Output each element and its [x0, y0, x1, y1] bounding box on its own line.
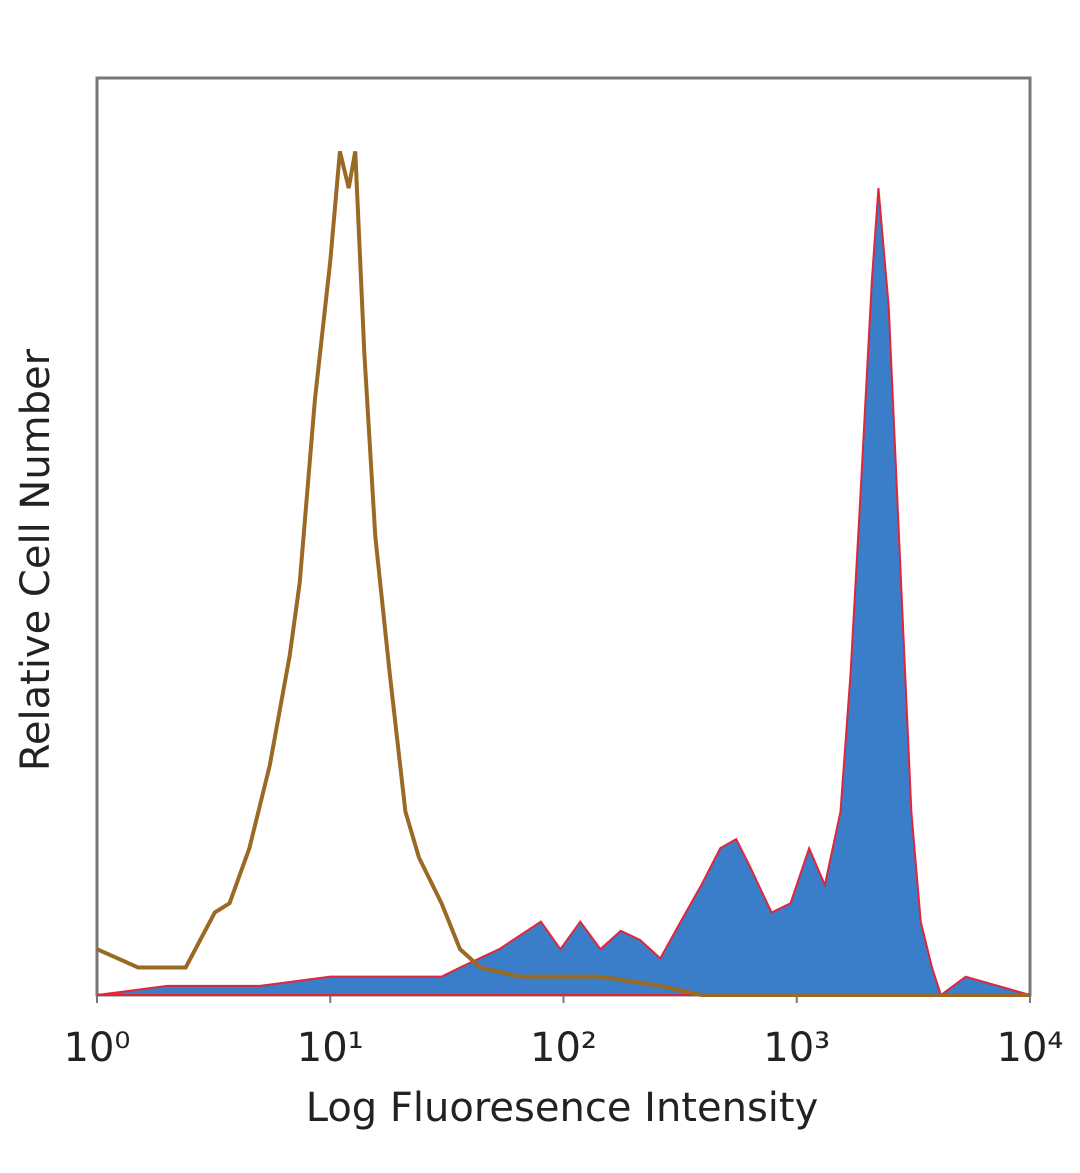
x-tick-label: 10¹	[297, 1025, 364, 1071]
x-tick-label: 10²	[530, 1025, 597, 1071]
histogram-line	[96, 150, 1030, 997]
x-axis-label: Log Fluoresence Intensity	[306, 1085, 819, 1131]
histogram-area	[96, 187, 1031, 997]
y-axis-label: Relative Cell Number	[13, 348, 59, 771]
x-tick-label: 10⁴	[997, 1025, 1064, 1071]
x-tick-label: 10⁰	[64, 1025, 131, 1071]
x-tick-label: 10³	[763, 1025, 830, 1071]
